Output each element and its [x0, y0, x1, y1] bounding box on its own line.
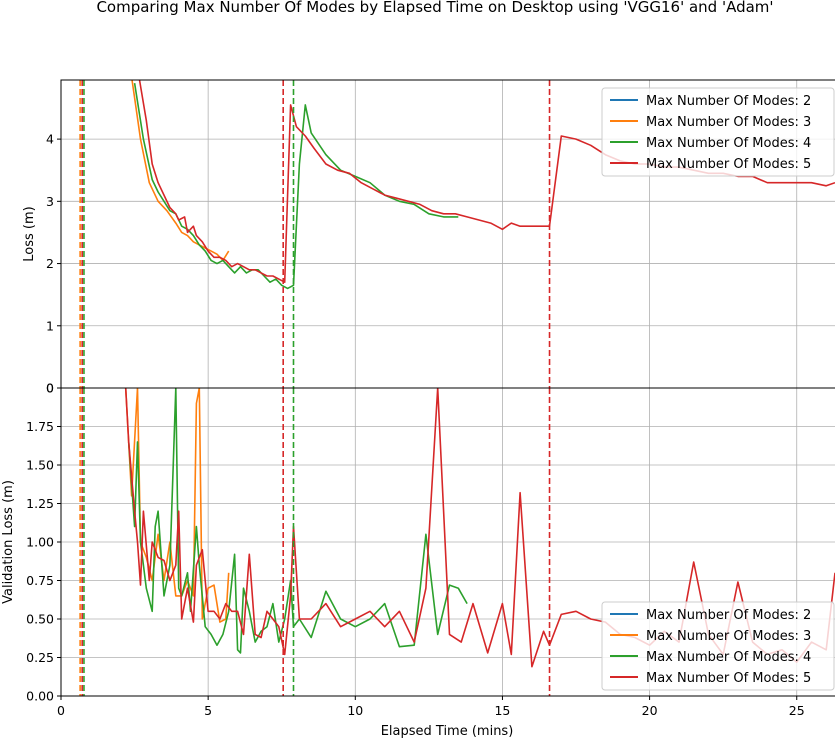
y-tick-label: 2 — [46, 256, 54, 271]
y-tick-label: 1 — [46, 318, 54, 333]
legend: Max Number Of Modes: 2 Max Number Of Mode… — [601, 87, 835, 177]
y-tick-label: 1.75 — [26, 419, 54, 434]
y-tick-label: 1.50 — [26, 458, 54, 473]
legend-label: Max Number Of Modes: 2 — [646, 608, 811, 623]
series-line — [133, 82, 459, 290]
y-tick-label: 0.50 — [26, 612, 54, 627]
legend: Max Number Of Modes: 2 Max Number Of Mode… — [601, 601, 835, 691]
y-tick-label: 0 — [46, 381, 54, 396]
x-tick-label: 20 — [642, 703, 658, 718]
y-axis-label: Validation Loss (m) — [1, 480, 16, 604]
legend-label: Max Number Of Modes: 4 — [646, 650, 811, 665]
x-tick-label: 5 — [204, 703, 212, 718]
y-tick-label: 0.75 — [26, 573, 54, 588]
series-line — [131, 80, 230, 262]
legend-label: Max Number Of Modes: 2 — [646, 94, 811, 109]
x-tick-label: 15 — [494, 703, 510, 718]
chart-title: Comparing Max Number Of Modes by Elapsed… — [96, 0, 773, 16]
y-tick-label: 3 — [46, 194, 54, 209]
y-tick-label: 4 — [46, 132, 54, 147]
y-tick-label: 0.25 — [26, 650, 54, 665]
x-tick-label: 0 — [57, 703, 65, 718]
y-tick-label: 0.00 — [26, 689, 54, 704]
y-tick-label: 0 — [46, 381, 54, 396]
legend-label: Max Number Of Modes: 4 — [646, 136, 811, 151]
x-tick-label: 25 — [789, 703, 805, 718]
x-axis-label: Elapsed Time (mins) — [381, 724, 514, 739]
y-axis-label: Loss (m) — [22, 206, 37, 261]
y-tick-label: 1.25 — [26, 496, 54, 511]
y-tick-label: 1.00 — [26, 535, 54, 550]
legend-label: Max Number Of Modes: 5 — [646, 157, 811, 172]
legend-label: Max Number Of Modes: 5 — [646, 671, 811, 686]
series-line — [127, 388, 468, 654]
legend-frame — [601, 87, 835, 177]
legend-label: Max Number Of Modes: 3 — [646, 115, 811, 130]
legend-label: Max Number Of Modes: 3 — [646, 629, 811, 644]
legend-frame — [601, 601, 835, 691]
panel-2: 0.00 0.25 0.50 0.75 1.00 1.25 1.50 1.75 0 Validat… — [1, 381, 835, 704]
x-tick-label: 10 — [347, 703, 363, 718]
